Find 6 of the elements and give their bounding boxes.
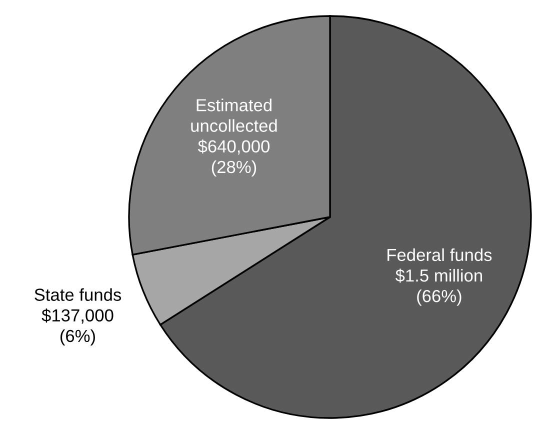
- slice-label: Federal funds: [388, 248, 492, 262]
- slice-label: Estimated uncollected: [191, 98, 277, 132]
- slice-label: State funds: [34, 288, 122, 301]
- data-label: $1.5 million (66%): [395, 268, 482, 306]
- data-label: $137,000 (6%): [42, 308, 114, 346]
- data-label: $640,000 (28%): [198, 140, 270, 177]
